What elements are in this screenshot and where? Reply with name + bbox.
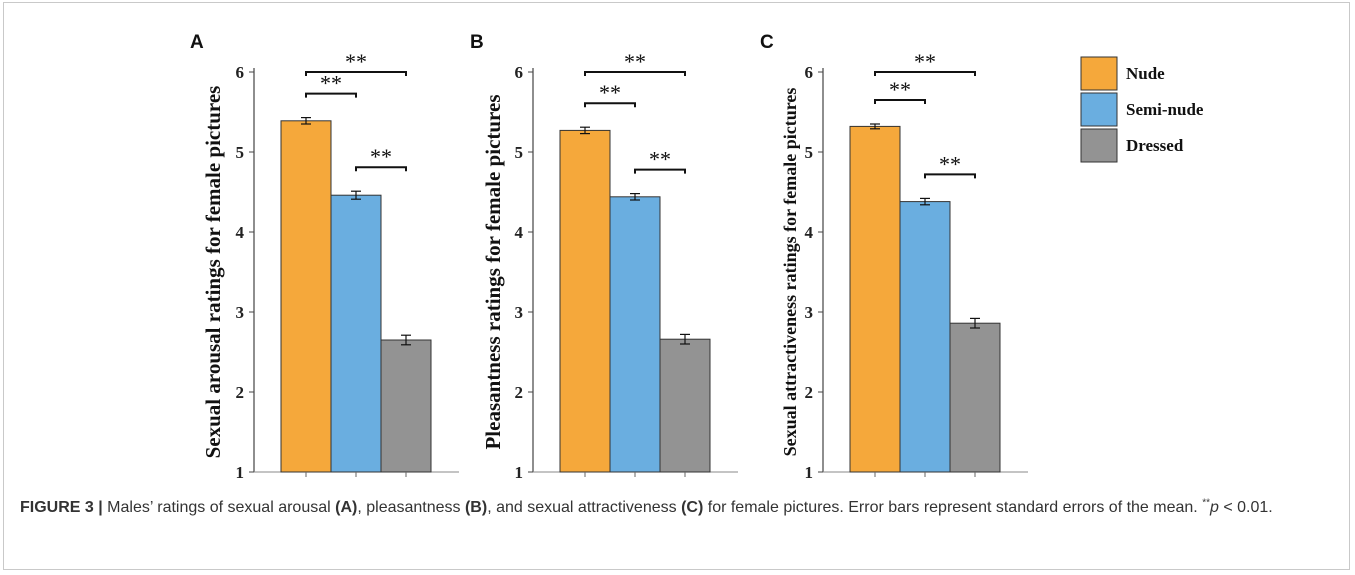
significance-bracket xyxy=(584,71,686,76)
y-tick-label: 1 xyxy=(805,463,814,482)
legend-swatch xyxy=(1080,92,1118,127)
y-axis-label: Sexual arousal ratings for female pictur… xyxy=(201,86,225,459)
bar-dressed xyxy=(949,322,1001,473)
y-tick-label: 6 xyxy=(515,63,524,82)
caption-figure-number: FIGURE 3 | xyxy=(20,499,103,516)
y-tick-label: 1 xyxy=(236,463,245,482)
panel-label: C xyxy=(760,32,774,53)
figure-3-chart: A 1 2 3 4 5 6 Sexual arousal ratings for female… xyxy=(190,32,1204,482)
y-tick-label: 6 xyxy=(236,63,245,82)
bar-dressed xyxy=(659,338,711,473)
y-tick-label: 2 xyxy=(515,383,524,402)
chart-panel-c: C 1 2 3 4 5 6 Sexual attractiveness ratings for… xyxy=(760,32,1028,482)
y-tick-label: 3 xyxy=(805,303,814,322)
y-tick-label: 3 xyxy=(236,303,245,322)
y-tick-label: 4 xyxy=(515,223,524,242)
caption-label-a: (A) xyxy=(335,499,358,516)
significance-bracket xyxy=(874,71,976,76)
y-axis-label: Sexual attractiveness ratings for female… xyxy=(780,88,800,457)
y-tick-label: 3 xyxy=(515,303,524,322)
caption-text: , pleasantness xyxy=(357,499,465,516)
significance-label: ** xyxy=(599,80,621,105)
y-tick-label: 6 xyxy=(805,63,814,82)
y-tick-label: 1 xyxy=(515,463,524,482)
bar-semi-nude xyxy=(899,201,951,473)
caption-text: Males’ ratings of sexual arousal xyxy=(102,499,336,516)
significance-label: ** xyxy=(624,49,646,74)
y-axis-label: Pleasantness ratings for female pictures xyxy=(481,94,505,449)
bar-semi-nude xyxy=(609,196,661,473)
panel-label: B xyxy=(470,32,484,53)
significance-bracket xyxy=(874,99,926,104)
bar-dressed xyxy=(380,339,432,473)
caption-text: for female pictures. Error bars represen… xyxy=(703,499,1203,516)
y-tick-label: 5 xyxy=(236,143,245,162)
significance-bracket xyxy=(355,166,407,172)
y-tick-label: 5 xyxy=(805,143,814,162)
bar-nude xyxy=(849,125,901,473)
y-tick-label: 5 xyxy=(515,143,524,162)
chart-panel-b: B 1 2 3 4 5 6 Pleasantness ratings for female p… xyxy=(470,32,738,482)
bar-nude xyxy=(280,120,332,473)
legend-swatch xyxy=(1080,56,1118,91)
bar-nude xyxy=(559,129,611,473)
caption-text: < 0.01. xyxy=(1218,499,1273,516)
caption-label-c: (C) xyxy=(681,499,704,516)
significance-bracket xyxy=(305,92,357,98)
significance-label: ** xyxy=(370,144,392,169)
significance-label: ** xyxy=(889,77,911,102)
significance-label: ** xyxy=(320,71,342,96)
panel-label: A xyxy=(190,32,204,53)
legend-label: Nude xyxy=(1126,64,1165,83)
significance-bracket xyxy=(584,102,636,108)
chart-panel-a: A 1 2 3 4 5 6 Sexual arousal ratings for female… xyxy=(190,32,459,482)
y-tick-label: 4 xyxy=(805,223,814,242)
caption-text: , and sexual attractiveness xyxy=(487,499,682,516)
significance-label: ** xyxy=(914,49,936,74)
significance-label: ** xyxy=(649,147,671,172)
y-tick-label: 4 xyxy=(236,223,245,242)
significance-label: ** xyxy=(939,151,961,176)
figure-caption: FIGURE 3 | Males’ ratings of sexual arou… xyxy=(20,497,1330,519)
legend: Nude Semi-nude Dressed xyxy=(1080,56,1204,163)
caption-label-b: (B) xyxy=(464,499,488,516)
significance-bracket xyxy=(305,71,407,76)
chart-panels: A 1 2 3 4 5 6 Sexual arousal ratings for female… xyxy=(190,32,1028,482)
significance-label: ** xyxy=(345,49,367,74)
y-tick-label: 2 xyxy=(236,383,245,402)
caption-significance-mark: ** xyxy=(1202,497,1210,509)
significance-bracket xyxy=(924,173,976,179)
legend-swatch xyxy=(1080,128,1118,163)
bar-semi-nude xyxy=(330,194,382,473)
significance-bracket xyxy=(634,168,686,174)
caption-p-symbol: p xyxy=(1209,499,1219,516)
figure-frame xyxy=(3,2,1350,570)
y-tick-label: 2 xyxy=(805,383,814,402)
legend-label: Dressed xyxy=(1126,136,1184,155)
legend-label: Semi-nude xyxy=(1126,100,1204,119)
